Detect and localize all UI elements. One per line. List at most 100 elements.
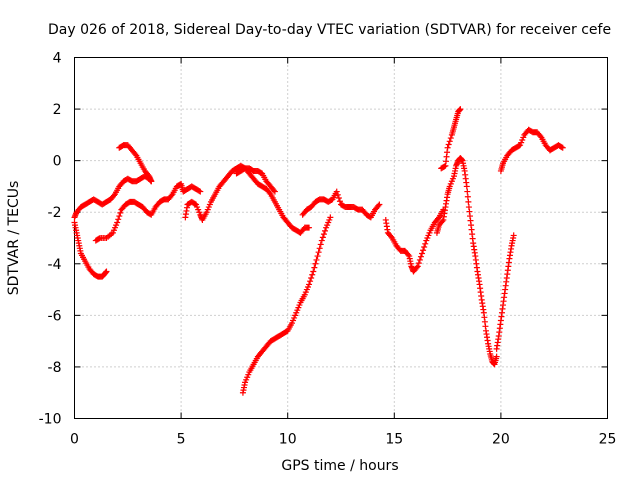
- series-arc-11: [438, 106, 464, 172]
- data-point-marker: [419, 250, 426, 257]
- data-point-marker: [306, 281, 313, 288]
- x-axis-label: GPS time / hours: [281, 458, 398, 474]
- y-tick-label: -10: [39, 412, 62, 428]
- data-point-marker: [417, 253, 424, 260]
- data-point-marker: [314, 253, 321, 260]
- data-point-marker: [319, 234, 326, 241]
- plot-frame: [74, 57, 608, 419]
- axis-ticks: [74, 57, 608, 419]
- data-point-marker: [312, 260, 319, 267]
- data-point-marker: [306, 224, 313, 231]
- y-tick-label: 4: [53, 51, 62, 67]
- grid: [74, 57, 608, 419]
- x-tick-label: 25: [599, 432, 617, 448]
- data-point-marker: [435, 215, 442, 222]
- y-tick-label: -2: [48, 205, 62, 221]
- data-point-marker: [416, 256, 423, 263]
- data-point-marker: [270, 187, 277, 194]
- data-point-marker: [537, 133, 544, 140]
- series-arc-10: [433, 155, 500, 368]
- data-point-marker: [446, 138, 453, 145]
- series-arc-9: [382, 206, 447, 275]
- data-point-marker: [315, 249, 322, 256]
- data-point-marker: [168, 192, 175, 199]
- x-tick-label: 15: [385, 432, 403, 448]
- data-point-marker: [313, 256, 320, 263]
- series-arc-6: [233, 165, 278, 195]
- data-point-marker: [463, 183, 470, 190]
- data-point-marker: [464, 188, 471, 195]
- y-tick-label: 2: [53, 102, 62, 118]
- data-point-marker: [322, 227, 329, 234]
- data-point-marker: [375, 202, 382, 209]
- chart-title: Day 026 of 2018, Sidereal Day-to-day VTE…: [48, 22, 611, 38]
- data-point-marker: [191, 200, 198, 207]
- data-point-marker: [132, 151, 139, 158]
- data-point-marker: [336, 198, 343, 205]
- data-point-marker: [196, 187, 203, 194]
- data-point-marker: [439, 218, 446, 225]
- x-tick-label: 20: [492, 432, 510, 448]
- data-point-marker: [516, 142, 523, 149]
- data-point-marker: [110, 192, 117, 199]
- series-arc-5: [182, 162, 313, 236]
- data-point-marker: [465, 198, 472, 205]
- data-point-marker: [415, 260, 422, 267]
- series-arc-1: [71, 173, 155, 221]
- data-point-marker: [334, 191, 341, 198]
- x-tick-label: 0: [70, 432, 79, 448]
- data-point-marker: [493, 353, 500, 360]
- series-arc-7: [239, 214, 334, 396]
- data-point-marker: [117, 209, 124, 216]
- data-point-marker: [114, 219, 121, 226]
- y-tick-label: -4: [48, 257, 62, 273]
- data-point-marker: [310, 268, 317, 275]
- data-point-marker: [447, 135, 454, 142]
- data-point-marker: [420, 247, 427, 254]
- data-point-marker: [197, 188, 204, 195]
- data-point-marker: [148, 178, 155, 185]
- x-tick-labels: 0 5 10 15 20 25: [70, 432, 616, 448]
- data-point-marker: [510, 232, 517, 239]
- series-arc-8: [299, 188, 383, 221]
- data-point-marker: [308, 274, 315, 281]
- data-point-marker: [333, 188, 340, 195]
- data-point-marker: [266, 189, 273, 196]
- y-axis-label: SDTVAR / TECUs: [6, 181, 22, 296]
- data-point-marker: [103, 268, 110, 275]
- y-tick-labels: -10 -8 -6 -4 -2 0 2 4: [39, 51, 62, 428]
- series-arc-2: [71, 219, 110, 280]
- data-point-marker: [421, 244, 428, 251]
- data-point-marker: [307, 278, 314, 285]
- data-point-marker: [558, 144, 565, 151]
- data-point-marker: [320, 231, 327, 238]
- data-point-marker: [422, 240, 429, 247]
- data-point-marker: [309, 271, 316, 278]
- data-point-marker: [444, 144, 451, 151]
- data-point-marker: [311, 264, 318, 271]
- data-point-marker: [445, 141, 452, 148]
- data-point-marker: [318, 237, 325, 244]
- data-point-marker: [327, 214, 334, 221]
- series-arc-12: [493, 232, 517, 352]
- series-arc-3: [92, 180, 204, 244]
- data-point-marker: [388, 233, 395, 240]
- data-point-marker: [559, 144, 566, 151]
- y-tick-label: 0: [53, 154, 62, 170]
- x-tick-label: 10: [279, 432, 297, 448]
- data-point-marker: [441, 163, 448, 170]
- x-tick-label: 5: [177, 432, 186, 448]
- series-arc-4: [116, 142, 155, 185]
- data-point-marker: [457, 106, 464, 113]
- data-point-marker: [335, 195, 342, 202]
- data-point-marker: [317, 241, 324, 248]
- data-point-marker: [115, 216, 122, 223]
- y-tick-label: -6: [48, 308, 62, 324]
- series-arc-13: [497, 126, 566, 174]
- data-point-marker: [116, 213, 123, 220]
- data-point-marker: [405, 251, 412, 258]
- data-point-marker: [316, 245, 323, 252]
- data-point-marker: [96, 235, 103, 242]
- data-point-marker: [413, 264, 420, 271]
